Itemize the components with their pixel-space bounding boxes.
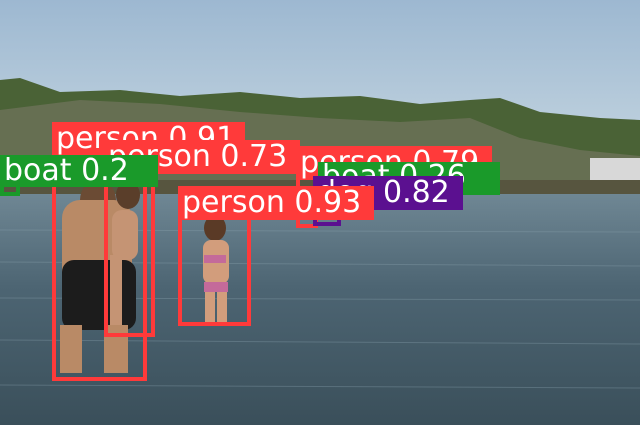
- person-box-4: [178, 216, 251, 326]
- child-figure: [110, 181, 140, 325]
- girl-figure: [203, 215, 229, 322]
- person-box-2: [104, 170, 155, 337]
- person-label-4: person 0.93: [178, 186, 374, 220]
- boat-label-1: boat 0.2: [0, 155, 158, 187]
